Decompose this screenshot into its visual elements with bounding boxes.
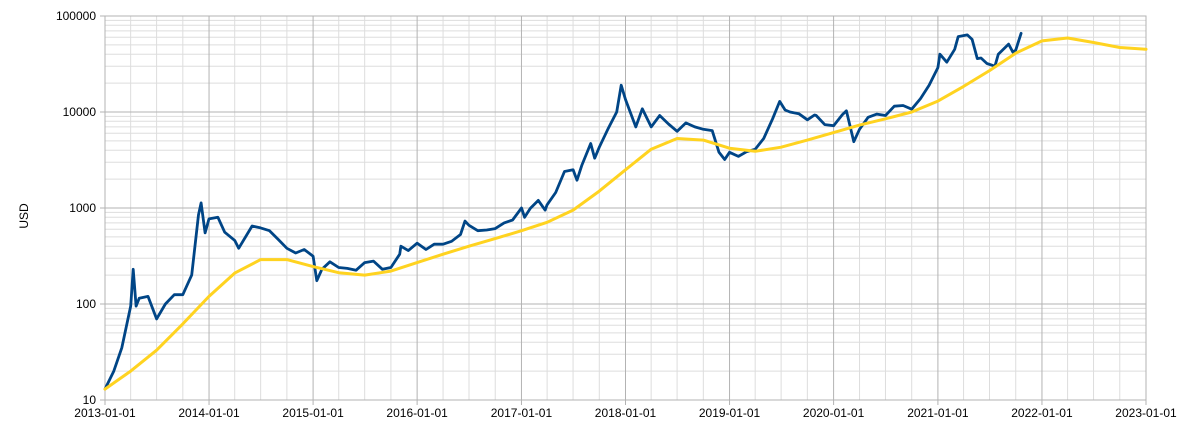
plot-frame: [104, 15, 1147, 401]
x-tick-label: 2023-01-01: [1115, 406, 1177, 420]
y-tick-label: 10000: [63, 105, 97, 119]
y-axis-label: USD: [17, 203, 31, 229]
x-tick-label: 2021-01-01: [907, 406, 969, 420]
x-tick-label: 2020-01-01: [803, 406, 865, 420]
x-tick-label: 2016-01-01: [386, 406, 448, 420]
trend-series-line: [103, 36, 1148, 391]
x-tick-label: 2013-01-01: [74, 406, 136, 420]
y-tick-label: 10: [83, 393, 97, 407]
price-series-line: [103, 31, 1023, 391]
y-tick-labels: 10 100 1000 10000 100000: [56, 9, 96, 407]
x-tick-label: 2017-01-01: [491, 406, 553, 420]
x-tick-label: 2014-01-01: [178, 406, 240, 420]
axes: [100, 15, 1147, 405]
series-group: [103, 31, 1148, 391]
y-tick-label: 100: [76, 297, 96, 311]
y-tick-label: 1000: [69, 201, 96, 215]
y-tick-label: 100000: [56, 9, 96, 23]
x-tick-label: 2022-01-01: [1011, 406, 1073, 420]
x-tick-label: 2019-01-01: [699, 406, 761, 420]
x-tick-labels: 2013-01-01 2014-01-01 2015-01-01 2016-01-01…: [74, 406, 1177, 420]
x-tick-label: 2015-01-01: [282, 406, 344, 420]
x-tick-label: 2018-01-01: [595, 406, 657, 420]
